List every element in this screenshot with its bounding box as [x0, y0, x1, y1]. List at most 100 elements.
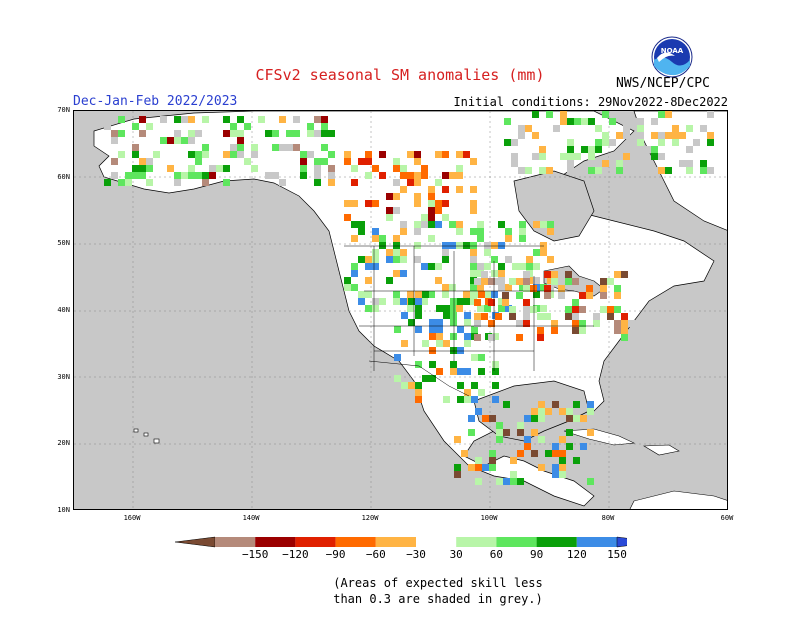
anomaly-cell	[464, 319, 471, 326]
anomaly-cell	[442, 214, 449, 221]
anomaly-cell	[468, 415, 475, 422]
anomaly-cell	[560, 111, 567, 118]
anomaly-cell	[202, 151, 209, 158]
anomaly-cell	[457, 396, 464, 403]
anomaly-cell	[450, 298, 457, 305]
anomaly-cell	[351, 270, 358, 277]
anomaly-cell	[566, 429, 573, 436]
anomaly-cell	[595, 146, 602, 153]
anomaly-cell	[300, 158, 307, 165]
anomaly-cell	[580, 415, 587, 422]
anomaly-cell	[393, 291, 400, 298]
anomaly-cell	[519, 228, 526, 235]
anomaly-cell	[621, 334, 628, 341]
anomaly-cell	[526, 256, 533, 263]
anomaly-cell	[365, 256, 372, 263]
anomaly-cell	[442, 186, 449, 193]
anomaly-cell	[468, 464, 475, 471]
anomaly-cell	[314, 165, 321, 172]
anomaly-cell	[118, 151, 125, 158]
anomaly-cell	[600, 306, 607, 313]
anomaly-cell	[552, 401, 559, 408]
anomaly-cell	[414, 228, 421, 235]
anomaly-cell	[464, 396, 471, 403]
anomaly-cell	[517, 422, 524, 429]
anomaly-cell	[429, 361, 436, 368]
anomaly-cell	[415, 312, 422, 319]
anomaly-cell	[358, 291, 365, 298]
anomaly-cell	[146, 165, 153, 172]
anomaly-cell	[450, 333, 457, 340]
anomaly-cell	[567, 160, 574, 167]
anomaly-cell	[519, 235, 526, 242]
anomaly-cell	[393, 242, 400, 249]
anomaly-cell	[516, 334, 523, 341]
anomaly-cell	[401, 312, 408, 319]
anomaly-cell	[258, 116, 265, 123]
anomaly-cell	[351, 200, 358, 207]
anomaly-cell	[707, 132, 714, 139]
lat-label: 10N	[57, 506, 70, 514]
lon-label: 60W	[720, 514, 734, 522]
anomaly-cell	[495, 278, 502, 285]
colorbar-swatch	[496, 537, 537, 547]
anomaly-cell	[470, 291, 477, 298]
anomaly-cell	[581, 118, 588, 125]
anomaly-cell	[658, 167, 665, 174]
anomaly-cell	[544, 292, 551, 299]
anomaly-cell	[328, 179, 335, 186]
anomaly-cell	[539, 146, 546, 153]
anomaly-cell	[693, 139, 700, 146]
colorbar-swatch	[295, 537, 336, 547]
anomaly-cell	[272, 130, 279, 137]
anomaly-cell	[372, 305, 379, 312]
anomaly-cell	[279, 116, 286, 123]
anomaly-cell	[474, 278, 481, 285]
anomaly-cell	[505, 305, 512, 312]
anomaly-cell	[491, 270, 498, 277]
anomaly-cell	[209, 172, 216, 179]
colorbar-label: 150	[607, 548, 627, 561]
anomaly-cell	[511, 160, 518, 167]
anomaly-cell	[540, 305, 547, 312]
anomaly-cell	[428, 207, 435, 214]
anomaly-cell	[111, 137, 118, 144]
noaa-logo: NOAA	[651, 36, 693, 82]
anomaly-cell	[559, 450, 566, 457]
anomaly-cell	[686, 125, 693, 132]
anomaly-cell	[146, 123, 153, 130]
anomaly-cell	[181, 137, 188, 144]
anomaly-cell	[463, 242, 470, 249]
anomaly-cell	[510, 457, 517, 464]
anomaly-cell	[614, 292, 621, 299]
anomaly-cell	[558, 285, 565, 292]
anomaly-cell	[707, 167, 714, 174]
anomaly-cell	[537, 327, 544, 334]
anomaly-cell	[602, 111, 609, 118]
anomaly-cell	[393, 270, 400, 277]
anomaly-cell	[111, 172, 118, 179]
initial-conditions-label: Initial conditions: 29Nov2022-8Dec2022	[453, 95, 728, 109]
anomaly-cell	[574, 118, 581, 125]
anomaly-cell	[491, 291, 498, 298]
anomaly-cell	[489, 415, 496, 422]
anomaly-cell	[700, 125, 707, 132]
anomaly-cell	[209, 165, 216, 172]
anomaly-cell	[477, 228, 484, 235]
anomaly-cell	[516, 292, 523, 299]
anomaly-cell	[421, 214, 428, 221]
anomaly-cell	[188, 172, 195, 179]
anomaly-cell	[602, 139, 609, 146]
anomaly-cell	[595, 167, 602, 174]
anomaly-cell	[181, 172, 188, 179]
anomaly-cell	[393, 179, 400, 186]
anomaly-cell	[637, 153, 644, 160]
anomaly-cell	[344, 214, 351, 221]
anomaly-cell	[523, 285, 530, 292]
anomaly-cell	[498, 298, 505, 305]
anomaly-cell	[616, 160, 623, 167]
anomaly-cell	[372, 228, 379, 235]
anomaly-cell	[503, 478, 510, 485]
anomaly-cell	[272, 172, 279, 179]
anomaly-cell	[533, 291, 540, 298]
